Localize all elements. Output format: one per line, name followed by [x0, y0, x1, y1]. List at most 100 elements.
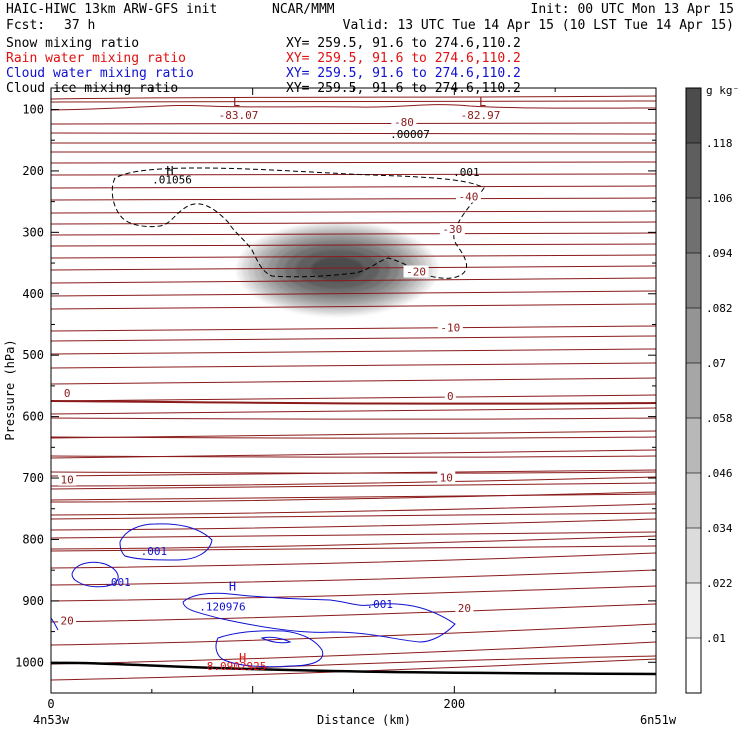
temp-contour	[51, 161, 656, 164]
temp-contour	[51, 476, 656, 487]
temp-contour	[51, 221, 656, 225]
value-label: 8.0902925	[207, 660, 267, 673]
y-tick-label: 500	[22, 348, 44, 362]
snow-dashed-contour	[111, 167, 485, 279]
temp-contour	[51, 243, 656, 247]
x-tick-label: 0	[47, 697, 54, 711]
temp-contour	[51, 232, 656, 236]
colorbar-tick-label: .058	[706, 412, 733, 425]
value-label: .001	[104, 576, 131, 589]
temp-contour	[51, 641, 656, 665]
temp-contour	[51, 545, 656, 552]
y-tick-label: 800	[22, 532, 44, 546]
y-tick-label: 900	[22, 594, 44, 608]
colorbar-swatch	[686, 198, 701, 253]
colorbar-tick-label: .01	[706, 632, 726, 645]
temp-contour	[51, 100, 656, 103]
contour-label: -10	[440, 321, 460, 334]
colorbar: .01 .022 .034 .046 .058 .07 .082 .094 .106 .118	[685, 87, 733, 694]
contour-label: -83.07	[219, 109, 259, 122]
value-label: .00007	[390, 128, 430, 141]
temp-contour	[51, 407, 656, 415]
temp-contour	[51, 569, 656, 586]
temperature-contours	[51, 95, 656, 681]
value-label: .001	[453, 166, 480, 179]
colorbar-swatch	[686, 638, 701, 693]
extremum-marker: H	[166, 164, 173, 178]
colorbar-tick-label: .046	[706, 467, 733, 480]
contour-label: -30	[442, 223, 462, 236]
legend-field-name: Cloud water mixing ratio	[6, 66, 194, 81]
temp-contour	[51, 197, 656, 201]
snow-shade-level	[310, 256, 364, 282]
temp-contour	[51, 585, 656, 602]
valid-time: Valid: 13 UTC Tue 14 Apr 15 (10 LST Tue …	[343, 18, 734, 33]
colorbar-tick-label: .022	[706, 577, 733, 590]
y-tick-label: 1000	[15, 655, 44, 669]
y-tick-label: 400	[22, 287, 44, 301]
temp-contour	[51, 455, 656, 458]
cloud-water-contours	[51, 523, 456, 668]
init-time: Init: 00 UTC Mon 13 Apr 15	[531, 2, 735, 17]
temp-contour	[51, 377, 656, 385]
fcst-value: 37 h	[64, 18, 95, 33]
colorbar-swatch	[686, 583, 701, 638]
contour-label: 0	[64, 387, 71, 400]
temp-contour	[51, 95, 656, 100]
x-end-left: 4n53w	[33, 713, 70, 727]
colorbar-frame	[685, 87, 702, 694]
temp-contour	[51, 417, 656, 420]
temp-contour	[51, 122, 656, 125]
value-label: .001	[366, 598, 393, 611]
x-axis: 0 200	[47, 88, 657, 711]
colorbar-swatch	[686, 253, 701, 308]
temp-contour	[51, 491, 656, 503]
temp-contour	[51, 303, 656, 310]
colorbar-swatch	[686, 88, 701, 143]
temp-contour	[51, 362, 656, 369]
temp-contour	[51, 325, 656, 332]
temp-contour	[51, 623, 656, 646]
temp-contour	[51, 348, 656, 355]
extrema-markers: L L H H H	[166, 95, 486, 665]
temp-contour	[51, 471, 656, 474]
x-tick-label: 200	[443, 697, 465, 711]
value-labels: .00007 .01056 .001 .001 .001 .120976 .001 8.090…	[104, 128, 479, 673]
colorbar-swatch	[686, 143, 701, 198]
value-label: .01056	[152, 174, 192, 187]
y-tick-label: 100	[22, 102, 44, 116]
contour-label: -82.97	[461, 109, 501, 122]
extremum-marker: H	[229, 580, 236, 594]
temp-contour	[51, 254, 656, 259]
temp-contour	[51, 185, 656, 189]
model-title: HAIC-HIWC 13km ARW-GFS init	[6, 2, 217, 17]
plot-frame	[50, 87, 657, 694]
temp-contour	[51, 104, 656, 111]
temp-contour	[51, 503, 656, 516]
contour-label: -40	[459, 191, 479, 204]
y-tick-label: 600	[22, 410, 44, 424]
snow-shading	[236, 222, 438, 317]
temp-contour	[51, 535, 656, 550]
y-tick-label: 700	[22, 471, 44, 485]
temp-contour	[51, 436, 656, 439]
terrain-line	[51, 661, 656, 676]
fcst-label: Fcst:	[6, 18, 45, 33]
legend-field-coords: XY= 259.5, 91.6 to 274.6,110.2	[286, 66, 521, 81]
colorbar-tick-label: .118	[706, 137, 733, 150]
contour-label: -20	[406, 265, 426, 278]
temp-contour	[51, 210, 656, 214]
temp-contour	[51, 531, 656, 539]
colorbar-swatch	[686, 363, 701, 418]
colorbar-tick-label: .094	[706, 247, 733, 260]
colorbar-swatch	[686, 528, 701, 583]
extremum-marker: H	[239, 651, 246, 665]
temp-contour	[51, 132, 656, 135]
colorbar-swatch	[686, 308, 701, 363]
contour-label: 10	[440, 471, 453, 484]
colorbar-swatch	[686, 418, 701, 473]
org-title: NCAR/MMM	[272, 2, 335, 17]
temp-contour	[51, 603, 656, 623]
value-label: .001	[141, 545, 168, 558]
